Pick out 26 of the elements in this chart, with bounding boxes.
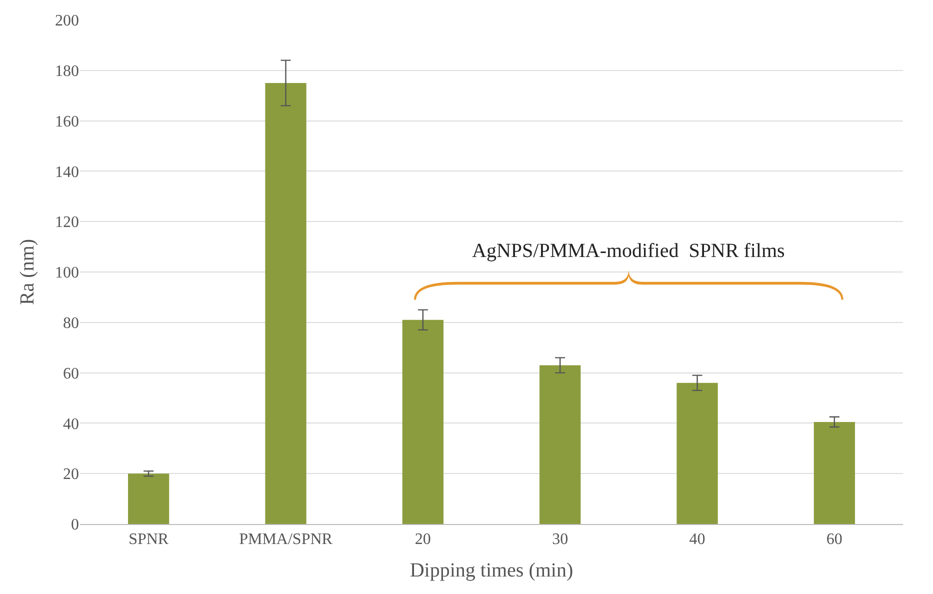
y-tick-label: 120 <box>55 214 79 232</box>
x-tick-label: SPNR <box>128 531 169 548</box>
y-tick-label: 60 <box>63 365 79 382</box>
y-tick-label: 160 <box>55 113 79 130</box>
y-axis-title: Ra (nm) <box>16 238 38 306</box>
annotation: AgNPS/PMMA-modified SPNR films <box>472 240 786 262</box>
x-tick-label: 40 <box>689 531 706 548</box>
x-tick-label: 60 <box>826 531 842 548</box>
y-tick-label: 200 <box>55 12 79 30</box>
y-tick-label: 100 <box>55 264 79 282</box>
bar <box>676 382 718 524</box>
y-tick-label: 20 <box>63 466 79 484</box>
y-tick-label: 40 <box>63 416 79 433</box>
y-tick-label: 140 <box>55 164 79 181</box>
bar <box>814 422 855 524</box>
y-tick-label: 0 <box>71 516 79 534</box>
bar <box>265 83 306 524</box>
bar <box>128 474 170 524</box>
x-tick-label: 30 <box>552 531 568 548</box>
y-tick-label: 80 <box>63 315 79 332</box>
x-tick-label: PMMA/SPNR <box>239 531 333 548</box>
x-axis-title: Dipping times (min) <box>410 560 574 582</box>
bar <box>402 320 444 524</box>
y-tick-label: 180 <box>55 63 79 80</box>
bar <box>540 365 581 524</box>
x-tick-label: 20 <box>414 531 431 548</box>
